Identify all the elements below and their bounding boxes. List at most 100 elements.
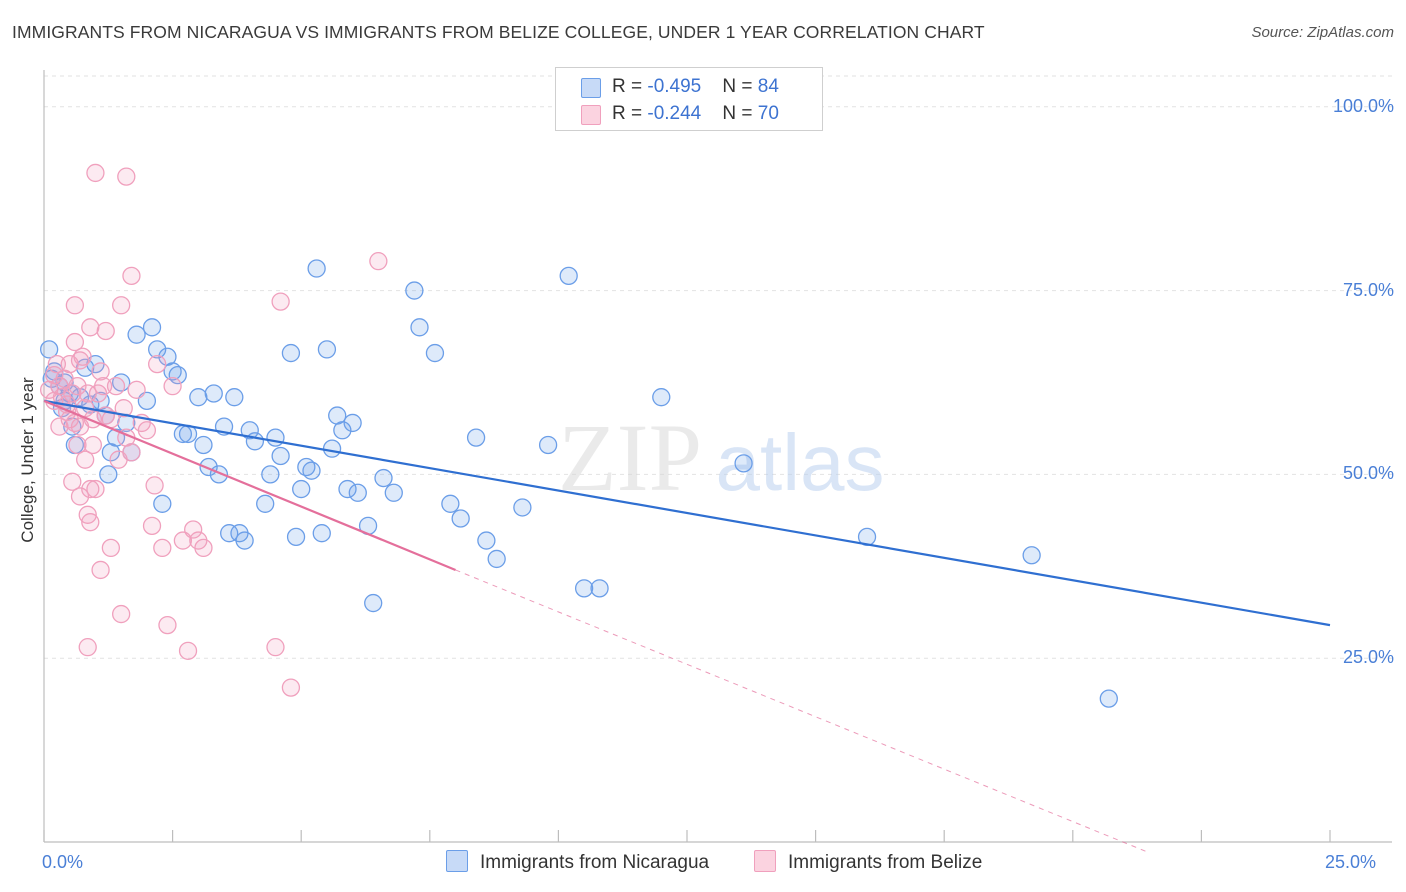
bottom-legend-belize: Immigrants from Belize: [754, 850, 982, 874]
nicaragua-point: [322, 439, 342, 458]
nicaragua-point: [153, 494, 172, 513]
belize-point: [145, 476, 164, 495]
trend-lines: [43, 399, 1331, 854]
bottom-legend-label: Immigrants from Belize: [788, 852, 983, 873]
belize-point: [122, 266, 141, 286]
nicaragua-point: [292, 479, 311, 499]
nicaragua-point: [235, 531, 254, 550]
watermark-atlas: atlas: [716, 418, 885, 507]
belize-point: [106, 377, 126, 396]
belize-point: [112, 296, 131, 315]
nicaragua-point: [559, 266, 578, 286]
belize-point: [158, 615, 177, 635]
belize-point: [78, 505, 97, 524]
belize-point: [114, 399, 133, 418]
belize-point: [184, 520, 203, 539]
nicaragua-trend-line: [43, 399, 1331, 627]
belize-point: [86, 479, 105, 499]
belize-point: [281, 678, 301, 697]
legend-swatch-pink: [581, 105, 601, 125]
nicaragua-point: [1022, 546, 1041, 565]
nicaragua-point: [204, 384, 223, 403]
belize-point: [73, 347, 92, 366]
nicaragua-point: [734, 454, 753, 473]
belize-point: [65, 296, 85, 315]
nicaragua-point: [256, 494, 275, 513]
nicaragua-point: [451, 509, 470, 528]
belize-point: [148, 354, 167, 374]
gridlines: [44, 75, 1392, 659]
nicaragua-point: [338, 479, 357, 499]
belize-point: [91, 362, 110, 381]
belize-point: [178, 641, 198, 660]
nicaragua-point: [333, 421, 352, 440]
nicaragua-point: [410, 318, 429, 337]
nicaragua-point: [266, 428, 285, 447]
nicaragua-point: [189, 388, 208, 407]
bottom-legend-label: Immigrants from Nicaragua: [480, 852, 710, 873]
nicaragua-point: [441, 494, 460, 513]
bottom-legend-swatch-pink: [754, 850, 776, 872]
belize-point: [81, 318, 100, 337]
legend-n-label: N =: [722, 103, 758, 124]
legend-n-label: N =: [722, 76, 758, 97]
belize-trend-line: [43, 399, 456, 571]
series-nicaragua-points: [39, 259, 1118, 708]
nicaragua-point: [261, 465, 280, 484]
belize-point: [127, 380, 146, 399]
axes: [43, 70, 1392, 843]
belize-point: [142, 516, 162, 535]
chart-title: IMMIGRANTS FROM NICARAGUA VS IMMIGRANTS …: [12, 22, 985, 42]
legend-n-value: 84: [757, 76, 779, 97]
belize-point: [91, 560, 110, 580]
belize-point: [50, 417, 69, 436]
nicaragua-point: [538, 435, 558, 455]
belize-point: [266, 638, 285, 657]
belize-point: [47, 354, 67, 374]
bottom-legend-swatch-blue: [446, 850, 468, 872]
nicaragua-point: [307, 259, 326, 278]
belize-point: [76, 450, 95, 469]
belize-point: [68, 435, 87, 455]
y-tick-label: 75.0%: [1342, 279, 1394, 300]
belize-point: [63, 472, 82, 491]
belize-point: [117, 167, 136, 186]
nicaragua-point: [127, 325, 146, 344]
nicaragua-point: [317, 340, 337, 359]
nicaragua-point: [225, 388, 244, 407]
belize-point: [137, 421, 157, 440]
nicaragua-point: [142, 318, 162, 337]
belize-point: [112, 604, 131, 624]
nicaragua-point: [168, 365, 187, 385]
nicaragua-point: [405, 281, 424, 300]
nicaragua-point: [487, 549, 506, 569]
nicaragua-point: [513, 498, 532, 517]
nicaragua-point: [348, 483, 367, 502]
belize-point: [78, 384, 97, 403]
bottom-legend-nicaragua: Immigrants from Nicaragua: [446, 850, 709, 874]
legend-r-label: R =: [612, 76, 648, 97]
belize-point: [65, 332, 85, 352]
x-tick-min: 0.0%: [42, 852, 84, 872]
nicaragua-point: [590, 579, 609, 598]
nicaragua-point: [220, 524, 239, 543]
x-tick-max: 25.0%: [1325, 852, 1377, 872]
zipatlas-watermark: ZIP atlas: [558, 404, 884, 511]
y-tick-label: 25.0%: [1342, 647, 1394, 668]
belize-point: [271, 292, 290, 311]
nicaragua-point: [652, 388, 671, 407]
watermark-zip: ZIP: [558, 404, 702, 511]
belize-point: [153, 538, 172, 558]
belize-point: [122, 443, 141, 462]
nicaragua-point: [99, 465, 118, 484]
nicaragua-point: [302, 461, 321, 480]
belize-point: [94, 377, 113, 396]
belize-point: [78, 638, 97, 657]
legend-r-label: R =: [612, 103, 648, 124]
nicaragua-point: [148, 340, 167, 359]
y-tick-label: 100.0%: [1332, 95, 1394, 116]
nicaragua-point: [194, 435, 213, 455]
belize-point: [194, 538, 213, 558]
legend-swatch-blue: [581, 78, 601, 98]
